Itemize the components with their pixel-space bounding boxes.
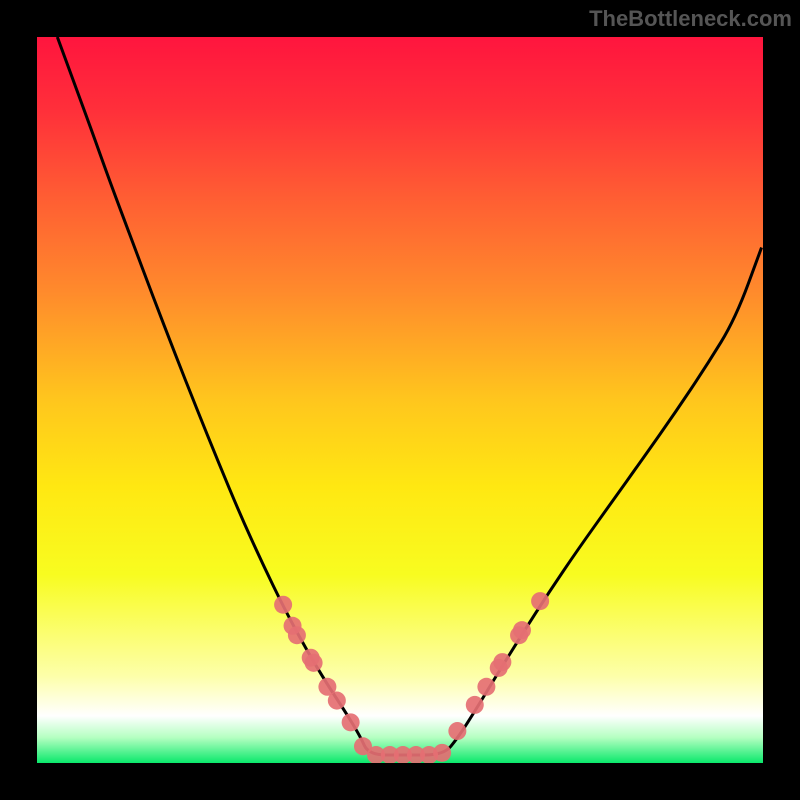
marker-dot	[342, 713, 360, 731]
marker-dot	[477, 678, 495, 696]
plot-area	[37, 37, 763, 763]
watermark-text: TheBottleneck.com	[589, 6, 792, 32]
marker-dot	[493, 653, 511, 671]
gradient-background	[37, 37, 763, 763]
marker-dot	[531, 592, 549, 610]
chart-svg	[37, 37, 763, 763]
marker-dot	[288, 626, 306, 644]
marker-dot	[466, 696, 484, 714]
marker-dot	[513, 621, 531, 639]
marker-dot	[328, 692, 346, 710]
marker-dot	[433, 744, 451, 762]
marker-dot	[448, 722, 466, 740]
marker-dot	[305, 654, 323, 672]
marker-dot	[274, 596, 292, 614]
